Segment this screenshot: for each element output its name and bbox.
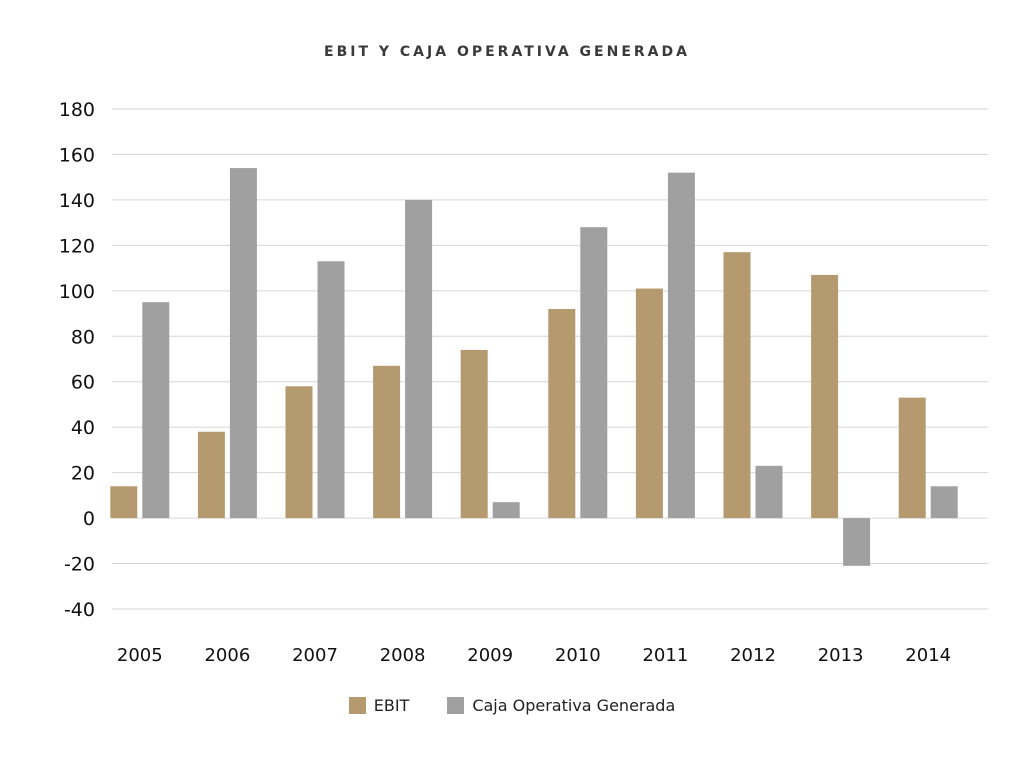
chart-title: EBIT Y CAJA OPERATIVA GENERADA [324,44,690,60]
bar-ebit [460,349,488,519]
y-tick-label: -20 [64,554,95,576]
legend-item-caja: Caja Operativa Generada [447,696,675,715]
bar-caja-operativa [755,465,783,519]
x-tick-label: 2007 [292,645,338,666]
y-tick-label: 40 [71,417,95,439]
bar-ebit [811,274,839,519]
legend-label-caja: Caja Operativa Generada [472,696,676,715]
legend-swatch-caja [447,697,465,714]
y-tick-label: 180 [59,99,95,121]
legend: EBIT Caja Operativa Generada [0,696,1024,715]
bar-ebit [110,486,138,519]
bar-ebit [635,288,663,519]
bar-ebit [373,365,401,519]
bar-caja-operativa [229,168,257,519]
bar-ebit [285,386,313,519]
x-tick-label: 2014 [905,645,951,666]
legend-swatch-ebit [348,697,366,714]
bar-caja-operativa [492,502,520,519]
x-tick-label: 2013 [818,645,864,666]
bar-caja-operativa [667,172,695,519]
y-tick-label: 100 [59,281,95,303]
y-tick-label: 120 [59,235,95,257]
y-tick-label: 80 [71,326,95,348]
bar-ebit [197,431,225,519]
x-tick-label: 2012 [730,645,776,666]
y-tick-label: 20 [71,463,95,485]
x-axis-ticks: 2005 2006 2007 2008 2009 2010 2011 2012 2013 2014 [117,645,951,666]
bar-ebit [723,252,751,519]
y-tick-label: -40 [64,599,95,621]
bar-caja-operativa [580,227,608,519]
bar-caja-operativa [142,302,170,519]
y-axis-ticks: 180 160 140 120 100 80 60 40 20 0 -20 -40 [59,99,95,621]
bars [110,168,958,566]
bar-caja-operativa [843,518,871,566]
x-tick-label: 2006 [204,645,250,666]
x-tick-label: 2008 [380,645,426,666]
x-tick-label: 2011 [642,645,688,666]
bar-ebit [548,309,576,519]
x-tick-label: 2005 [117,645,163,666]
x-tick-label: 2010 [555,645,601,666]
x-tick-label: 2009 [467,645,513,666]
y-tick-label: 160 [59,144,95,166]
bar-caja-operativa [317,261,345,519]
legend-label-ebit: EBIT [373,696,410,715]
bar-caja-operativa [930,486,958,519]
bar-caja-operativa [405,199,433,519]
legend-item-ebit: EBIT [348,696,410,715]
y-tick-label: 60 [71,372,95,394]
bar-ebit [898,397,926,519]
y-tick-label: 0 [83,508,95,530]
y-tick-label: 140 [59,190,95,212]
